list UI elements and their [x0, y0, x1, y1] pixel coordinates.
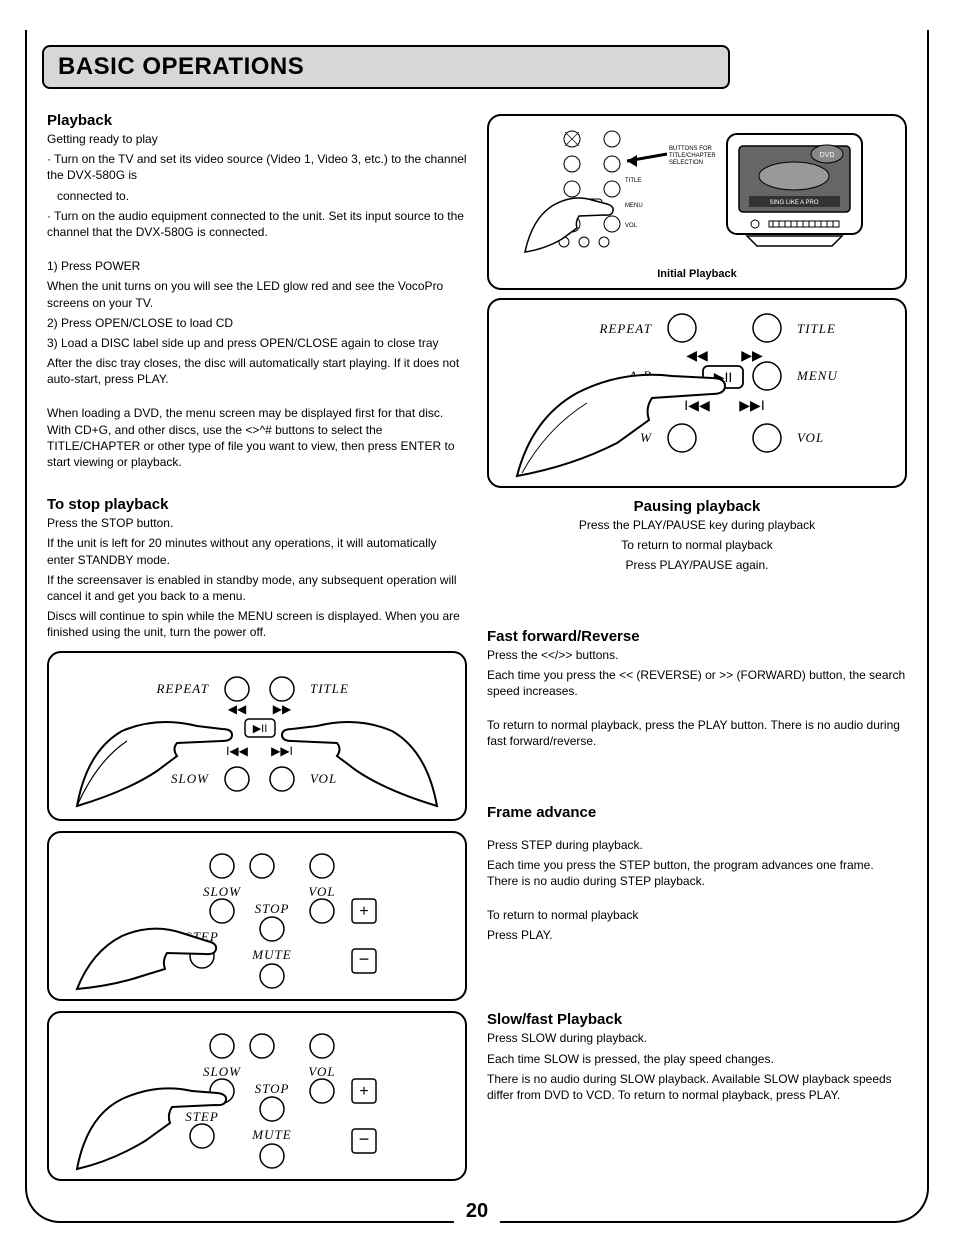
pause-p3: Press PLAY/PAUSE again. — [487, 557, 907, 573]
playback-s2: 2) Press OPEN/CLOSE to load CD — [47, 315, 467, 331]
figure-pause-remote: REPEAT TITLE ◀◀ ▶▶ A-B MENU ▶II I◀◀ ▶▶I … — [487, 298, 907, 488]
two-column-layout: Playback Getting ready to play · Turn on… — [47, 104, 907, 1191]
btn-title: TITLE — [625, 178, 641, 184]
annotation-line3: SELECTION — [669, 160, 703, 166]
playback-p1b: connected to. — [47, 188, 467, 204]
stop-p3: If the screensaver is enabled in standby… — [47, 572, 467, 604]
stop-heading: To stop playback — [47, 496, 467, 513]
figure-slow-remote: SLOW VOL STOP + − STEP MUTE — [47, 1011, 467, 1181]
slow-p3: There is no audio during SLOW playback. … — [487, 1071, 907, 1103]
label-stop: STOP — [255, 901, 290, 916]
stop-p2: If the unit is left for 20 minutes witho… — [47, 535, 467, 567]
svg-text:▶▶I: ▶▶I — [739, 397, 764, 413]
slow-p2: Each time SLOW is pressed, the play spee… — [487, 1051, 907, 1067]
svg-text:◀◀: ◀◀ — [228, 702, 247, 716]
svg-text:I◀◀: I◀◀ — [226, 744, 249, 758]
label-stop: STOP — [255, 1081, 290, 1096]
svg-text:+: + — [359, 1083, 368, 1100]
label-step: STEP — [185, 1109, 219, 1124]
pause-p1: Press the PLAY/PAUSE key during playback — [487, 517, 907, 533]
label-repeat: REPEAT — [156, 681, 209, 696]
label-mute: MUTE — [251, 947, 291, 962]
frame-p4: Press PLAY. — [487, 927, 907, 943]
tv-tagline: SING LIKE A PRO — [769, 200, 818, 206]
remote-stop-illustration: REPEAT TITLE ◀◀ ▶▶ ▶II I◀◀ ▶▶I SLOW VOL — [67, 661, 447, 811]
playback-s3: 3) Load a DISC label side up and press O… — [47, 335, 467, 351]
label-mute: MUTE — [251, 1127, 291, 1142]
tv-icon: DVD SING LIKE A PRO — [727, 134, 862, 246]
svg-text:I◀◀: I◀◀ — [684, 397, 710, 413]
label-slow: SLOW — [203, 1064, 241, 1079]
frame-p1: Press STEP during playback. — [487, 837, 907, 853]
remote-slow-illustration: SLOW VOL STOP + − STEP MUTE — [67, 1021, 447, 1171]
hand-left-icon — [77, 722, 232, 806]
ff-p2: Each time you press the << (REVERSE) or … — [487, 667, 907, 699]
svg-text:+: + — [359, 903, 368, 920]
section-header-title: BASIC OPERATIONS — [58, 53, 714, 81]
svg-text:▶II: ▶II — [253, 723, 268, 735]
ff-heading: Fast forward/Reverse — [487, 628, 907, 645]
manual-page: BASIC OPERATIONS Playback Getting ready … — [25, 30, 929, 1223]
svg-text:−: − — [359, 1129, 370, 1149]
right-column: TITLE ▶II MENU VOL BUTTONS FOR — [487, 104, 907, 1191]
label-vol: VOL — [310, 771, 337, 786]
left-column: Playback Getting ready to play · Turn on… — [47, 104, 467, 1191]
section-header-bar: BASIC OPERATIONS — [42, 45, 730, 89]
remote-pause-illustration: REPEAT TITLE ◀◀ ▶▶ A-B MENU ▶II I◀◀ ▶▶I … — [507, 308, 887, 478]
figure-step-remote: SLOW VOL STOP + − STEP MUTE — [47, 831, 467, 1001]
svg-text:▶▶: ▶▶ — [741, 347, 763, 363]
svg-text:▶▶: ▶▶ — [273, 702, 292, 716]
svg-text:▶▶I: ▶▶I — [271, 744, 293, 758]
frame-p3: To return to normal playback — [487, 907, 907, 923]
playback-s4: When loading a DVD, the menu screen may … — [47, 405, 467, 470]
playback-intro: Getting ready to play — [47, 131, 467, 147]
ff-p3: To return to normal playback, press the … — [487, 717, 907, 749]
playback-s1: 1) Press POWER — [47, 258, 467, 274]
label-repeat: REPEAT — [599, 321, 652, 336]
slow-p1: Press SLOW during playback. — [487, 1030, 907, 1046]
dvd-badge: DVD — [820, 152, 835, 159]
btn-vol: VOL — [625, 223, 638, 229]
hand-icon — [77, 928, 216, 988]
hand-icon — [517, 375, 725, 476]
pause-p2: To return to normal playback — [487, 537, 907, 553]
playback-p2: · Turn on the audio equipment connected … — [47, 208, 467, 240]
label-vol: VOL — [308, 884, 335, 899]
playback-s1b: When the unit turns on you will see the … — [47, 278, 467, 310]
annotation-line2: TITLE/CHAPTER — [669, 153, 716, 159]
label-title: TITLE — [310, 681, 349, 696]
page-number: 20 — [454, 1200, 500, 1223]
label-slow: SLOW — [203, 884, 241, 899]
figure-stop-remote: REPEAT TITLE ◀◀ ▶▶ ▶II I◀◀ ▶▶I SLOW VOL — [47, 651, 467, 821]
btn-menu: MENU — [625, 203, 643, 209]
svg-text:W: W — [640, 430, 652, 445]
label-menu: MENU — [796, 368, 838, 383]
hand-right-icon — [282, 722, 437, 806]
pause-caption-block: Pausing playback Press the PLAY/PAUSE ke… — [487, 498, 907, 574]
remote-step-illustration: SLOW VOL STOP + − STEP MUTE — [67, 841, 447, 991]
pause-heading: Pausing playback — [487, 498, 907, 515]
svg-text:−: − — [359, 949, 370, 969]
label-vol: VOL — [308, 1064, 335, 1079]
ff-p1: Press the <</>> buttons. — [487, 647, 907, 663]
annotation-line1: BUTTONS FOR — [669, 146, 713, 152]
label-slow: SLOW — [171, 771, 209, 786]
frame-heading: Frame advance — [487, 804, 907, 821]
figure-initial-playback: TITLE ▶II MENU VOL BUTTONS FOR — [487, 114, 907, 290]
playback-heading: Playback — [47, 112, 467, 129]
initial-playback-caption: Initial Playback — [657, 268, 736, 280]
initial-playback-illustration: TITLE ▶II MENU VOL BUTTONS FOR — [517, 124, 877, 264]
frame-p2: Each time you press the STEP button, the… — [487, 857, 907, 889]
label-title: TITLE — [797, 321, 836, 336]
stop-p4: Discs will continue to spin while the ME… — [47, 608, 467, 640]
playback-p1: · Turn on the TV and set its video sourc… — [47, 151, 467, 183]
slow-heading: Slow/fast Playback — [487, 1011, 907, 1028]
playback-s3b: After the disc tray closes, the disc wil… — [47, 355, 467, 387]
stop-p1: Press the STOP button. — [47, 515, 467, 531]
label-vol: VOL — [797, 430, 824, 445]
svg-text:◀◀: ◀◀ — [686, 347, 708, 363]
hand-icon — [77, 1088, 226, 1169]
